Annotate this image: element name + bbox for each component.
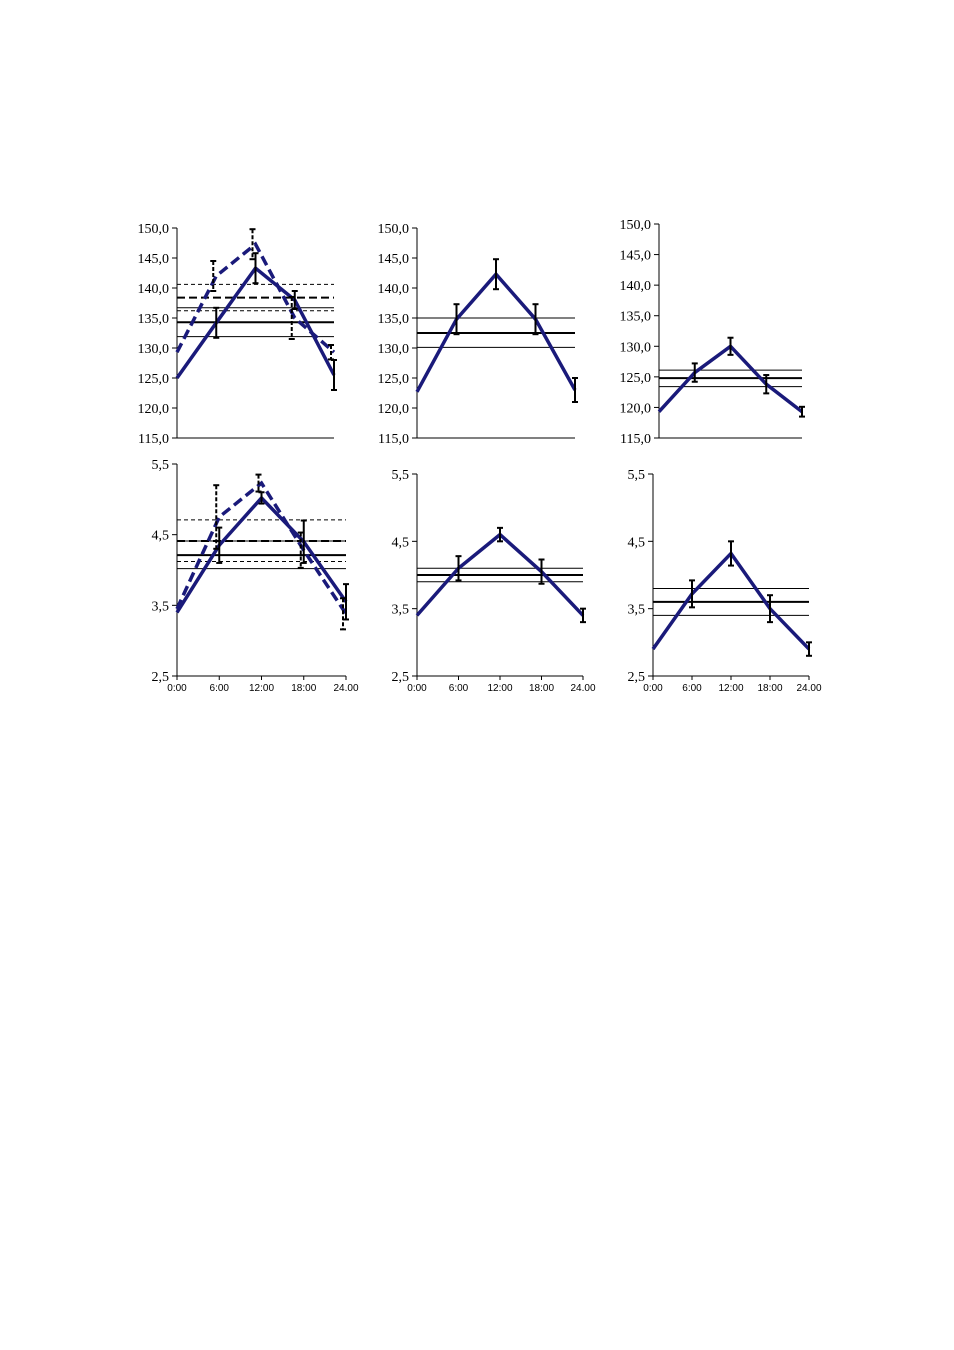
- y-tick-label: 2,5: [628, 670, 646, 685]
- error-bar: [249, 228, 256, 261]
- error-bar: [497, 526, 503, 543]
- y-tick-label: 3,5: [152, 599, 170, 614]
- error-bar: [255, 473, 262, 493]
- error-bar: [572, 377, 578, 403]
- y-tick-label: 130,0: [138, 342, 170, 357]
- y-tick-label: 125,0: [138, 372, 170, 387]
- error-bar: [493, 258, 499, 291]
- error-bar: [213, 484, 220, 550]
- y-tick-label: 120,0: [378, 402, 410, 417]
- error-bar: [806, 641, 812, 657]
- y-tick-label: 140,0: [378, 282, 410, 297]
- y-tick-label: 140,0: [620, 279, 652, 294]
- x-tick-label: 12:00: [487, 683, 512, 694]
- x-tick-label: 24.00: [570, 683, 595, 694]
- error-bar: [763, 374, 770, 395]
- y-tick-label: 150,0: [620, 218, 652, 233]
- y-tick-label: 4,5: [392, 535, 410, 550]
- error-bar: [767, 594, 773, 624]
- x-tick-label: 24.00: [796, 683, 821, 694]
- error-bar: [455, 555, 462, 582]
- y-tick-label: 130,0: [620, 340, 652, 355]
- y-tick-label: 5,5: [152, 458, 170, 473]
- y-tick-label: 135,0: [378, 312, 410, 327]
- y-tick-label: 120,0: [138, 402, 170, 417]
- series-line-2: [175, 241, 336, 354]
- y-tick-label: 130,0: [378, 342, 410, 357]
- y-tick-label: 3,5: [628, 603, 646, 618]
- x-tick-label: 12:00: [249, 683, 274, 694]
- y-tick-label: 2,5: [152, 670, 170, 685]
- error-bar: [580, 607, 586, 624]
- error-bar: [453, 303, 460, 336]
- y-tick-label: 150,0: [378, 222, 410, 237]
- chart-panel-5: 2,5 3,5 4,5 5,5 0:00 6:00 12:00 18:00 24.00: [392, 468, 596, 694]
- y-tick-label: 120,0: [620, 401, 652, 416]
- y-tick-label: 135,0: [620, 310, 652, 325]
- y-tick-label: 3,5: [392, 603, 410, 618]
- y-tick-label: 115,0: [378, 432, 409, 447]
- error-bar: [689, 579, 695, 609]
- x-tick-label: 12:00: [718, 683, 743, 694]
- y-tick-label: 5,5: [392, 468, 410, 483]
- x-tick-label: 18:00: [529, 683, 554, 694]
- x-tick-label: 0:00: [167, 683, 187, 694]
- x-tick-label: 0:00: [407, 683, 427, 694]
- error-bar: [340, 597, 346, 631]
- y-tick-label: 145,0: [138, 252, 170, 267]
- error-bar: [727, 336, 734, 356]
- x-tick-label: 18:00: [757, 683, 782, 694]
- x-tick-label: 18:00: [291, 683, 316, 694]
- y-tick-label: 4,5: [628, 535, 646, 550]
- y-tick-label: 140,0: [138, 282, 170, 297]
- y-tick-label: 135,0: [138, 312, 170, 327]
- x-tick-label: 24.00: [333, 683, 358, 694]
- y-tick-label: 145,0: [620, 249, 652, 264]
- error-bar: [210, 260, 217, 292]
- chart-panel-6: 2,5 3,5 4,5 5,5 0:00 6:00 12:00 18:00 24.00: [628, 468, 822, 694]
- y-tick-label: 115,0: [620, 432, 651, 447]
- y-tick-label: 5,5: [628, 468, 646, 483]
- error-bar: [297, 531, 304, 569]
- chart-panel-3: 115,0 120,0 125,0 130,0 135,0 140,0 145,0 150,0: [620, 218, 805, 447]
- y-tick-label: 125,0: [620, 371, 652, 386]
- series-line-2: [175, 480, 348, 615]
- error-bar: [532, 303, 539, 336]
- x-tick-label: 6:00: [682, 683, 702, 694]
- chart-panel-1: 115,0 120,0 125,0 130,0 135,0 140,0 145,0 150,0: [138, 222, 337, 447]
- y-tick-label: 150,0: [138, 222, 170, 237]
- error-bar: [691, 362, 698, 383]
- y-tick-label: 145,0: [378, 252, 410, 267]
- error-bar: [288, 296, 295, 340]
- x-tick-label: 6:00: [210, 683, 230, 694]
- y-tick-label: 4,5: [152, 529, 170, 544]
- error-bar: [213, 306, 220, 339]
- chart-panel-4: 2,5 3,5 4,5 5,5 0:00 6:00 12:00 18:00 24.00: [152, 458, 359, 694]
- error-bar: [728, 540, 734, 567]
- x-tick-label: 0:00: [643, 683, 663, 694]
- y-tick-label: 125,0: [378, 372, 410, 387]
- error-bar: [328, 344, 334, 361]
- x-tick-label: 6:00: [449, 683, 469, 694]
- chart-panel-2: 115,0 120,0 125,0 130,0 135,0 140,0 145,0 150,0: [378, 222, 578, 447]
- y-tick-label: 2,5: [392, 670, 410, 685]
- error-bar: [799, 405, 805, 418]
- error-bar: [331, 359, 337, 391]
- error-bar: [538, 558, 545, 585]
- y-tick-label: 115,0: [138, 432, 169, 447]
